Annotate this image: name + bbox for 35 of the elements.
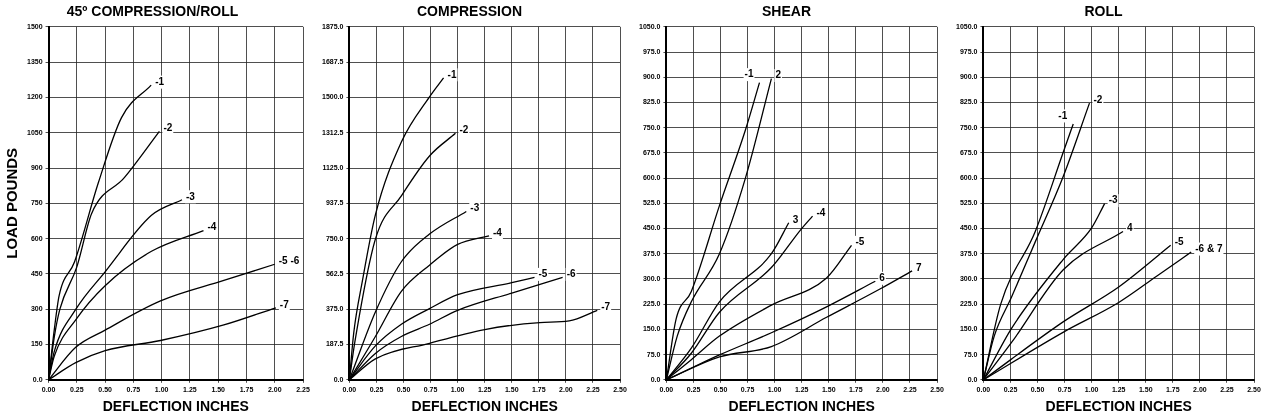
- series-label: -3: [1108, 194, 1118, 206]
- series-label: -2: [163, 122, 173, 134]
- series-label: -5 -6: [278, 255, 300, 266]
- series-label: -1: [1058, 109, 1068, 121]
- series-label: -2: [1093, 93, 1103, 105]
- x-axis-title: DEFLECTION INCHES: [728, 398, 875, 415]
- series-label: 7: [916, 261, 923, 273]
- series-label: -7: [279, 298, 290, 310]
- series-label: -4: [816, 206, 826, 218]
- chart-title: 45º COMPRESSION/ROLL: [66, 3, 239, 20]
- series-label: -6: [566, 268, 576, 280]
- series-label: 3: [792, 213, 799, 225]
- chart-title: ROLL: [1084, 3, 1123, 20]
- y-axis-title: LOAD POUNDS: [3, 147, 21, 259]
- series-label: -4: [207, 221, 217, 233]
- series-label: -1: [447, 68, 457, 80]
- series-label: -3: [186, 190, 196, 202]
- series-label: 6: [879, 272, 886, 284]
- x-axis-title: DEFLECTION INCHES: [102, 398, 249, 415]
- series-label: -4: [493, 226, 503, 238]
- series-label: -3: [470, 202, 480, 214]
- series-label: 2: [775, 69, 782, 81]
- series-label: -1: [744, 68, 754, 80]
- series-label: -1: [155, 75, 165, 87]
- series-label: -7: [601, 301, 611, 313]
- chart-title: COMPRESSION: [416, 3, 523, 20]
- x-axis-title: DEFLECTION INCHES: [1045, 398, 1192, 415]
- series-label: -5: [855, 236, 865, 248]
- series-label: -6 & 7: [1195, 242, 1223, 254]
- chart-title: SHEAR: [761, 3, 812, 20]
- x-axis-title: DEFLECTION INCHES: [411, 398, 558, 415]
- series-label: 4: [1127, 222, 1134, 234]
- series-label: -5: [538, 268, 548, 280]
- series-label: -2: [459, 124, 469, 136]
- series-label: -5: [1174, 236, 1184, 248]
